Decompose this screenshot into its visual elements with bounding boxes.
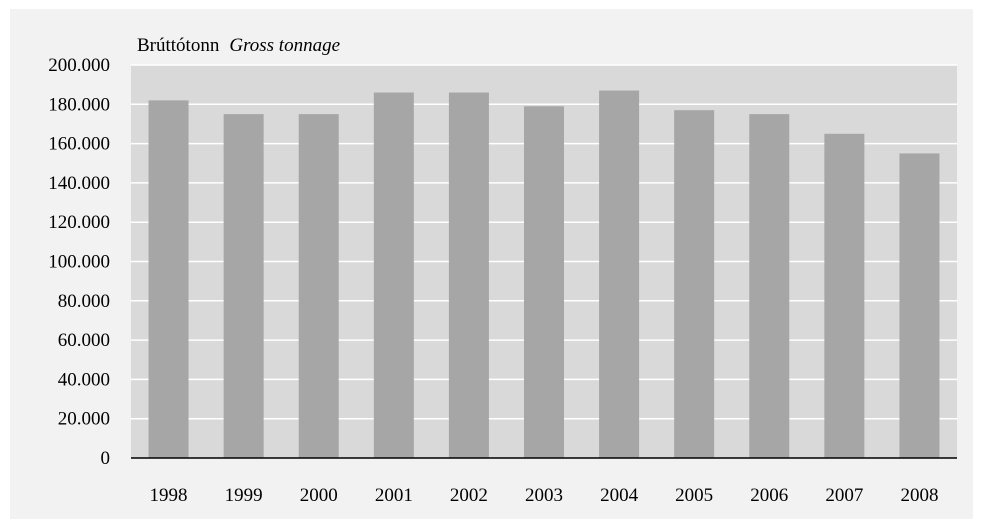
y-tick-label: 180.000	[48, 94, 110, 115]
bar-2004	[599, 90, 640, 459]
chart-figure: 0 20.000 40.000 60.000 80.000 100.000 120.000 1…	[10, 9, 973, 519]
y-tick-label: 140.000	[48, 173, 110, 194]
x-tick-label: 2006	[750, 485, 788, 506]
x-tick-label: 2008	[900, 485, 938, 506]
bars	[148, 90, 940, 459]
unit-label: Brúttótonn Gross tonnage	[137, 35, 340, 56]
y-tick-label: 80.000	[58, 291, 110, 312]
y-tick-label: 200.000	[48, 55, 110, 76]
bar-2006	[749, 114, 790, 458]
unit-label-is: Brúttótonn	[137, 35, 220, 56]
y-tick-label: 100.000	[48, 252, 110, 273]
unit-label-en: Gross tonnage	[229, 35, 340, 56]
x-tick-label: 2002	[450, 485, 488, 506]
y-tick-label: 20.000	[58, 409, 110, 430]
bar-1999	[223, 114, 264, 458]
bar-2007	[824, 133, 865, 458]
x-tick-label: 2000	[300, 485, 338, 506]
x-tick-label: 2004	[600, 485, 639, 506]
y-tick-label: 160.000	[48, 134, 110, 155]
x-tick-label: 1999	[225, 485, 263, 506]
bar-2003	[524, 106, 564, 458]
x-tick-labels: 1998 1999 2000 2001 2002 2003 2004 2005 2006 2007…	[150, 485, 939, 506]
y-tick-label: 60.000	[58, 330, 110, 351]
y-tick-label: 120.000	[48, 212, 110, 233]
bar-2005	[674, 110, 715, 458]
x-tick-label: 2005	[675, 485, 713, 506]
y-tick-label: 0	[101, 448, 111, 469]
x-tick-label: 2001	[375, 485, 413, 506]
x-tick-label: 2003	[525, 485, 563, 506]
y-tick-labels: 0 20.000 40.000 60.000 80.000 100.000 120.000 1…	[48, 55, 110, 469]
bar-1998	[148, 100, 189, 459]
x-tick-label: 2007	[825, 485, 863, 506]
bar-2008	[899, 153, 940, 459]
bar-2000	[298, 114, 339, 458]
bar-2001	[373, 92, 414, 458]
bar-chart: 0 20.000 40.000 60.000 80.000 100.000 120.000 1…	[48, 35, 957, 506]
y-tick-label: 40.000	[58, 369, 110, 390]
bar-2002	[448, 92, 489, 458]
x-tick-label: 1998	[150, 485, 188, 506]
